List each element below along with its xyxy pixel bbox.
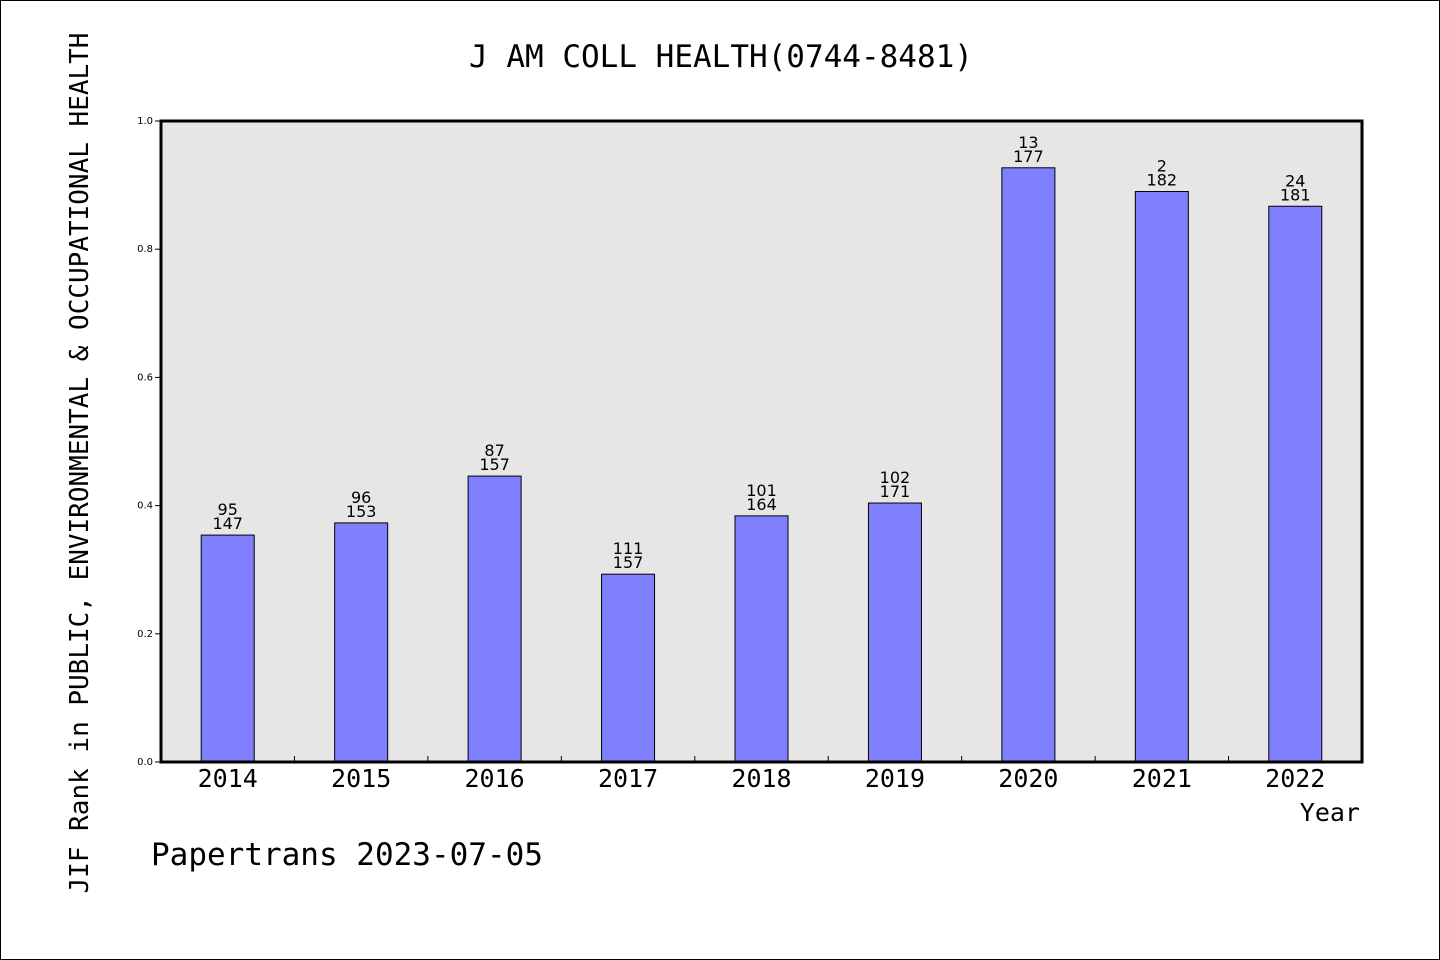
total-label: 181 xyxy=(1280,185,1311,204)
x-tick-label: 2022 xyxy=(1265,764,1325,793)
y-tick-label: 0.6 xyxy=(137,372,153,383)
bar-2016 xyxy=(467,475,522,763)
x-tick-label: 2015 xyxy=(331,764,391,793)
rank-label: 24 xyxy=(1285,171,1305,190)
rank-label: 101 xyxy=(746,481,777,500)
x-tick-label: 2019 xyxy=(865,764,925,793)
rank-label: 111 xyxy=(613,539,644,558)
x-tick-label: 2014 xyxy=(198,764,258,793)
total-label: 182 xyxy=(1147,171,1178,190)
total-label: 171 xyxy=(880,482,911,501)
y-tick-label: 0.4 xyxy=(137,501,153,512)
x-tick-label: 2016 xyxy=(465,764,525,793)
rank-label: 13 xyxy=(1018,133,1038,152)
bars-group xyxy=(200,167,1323,763)
y-axis-label: JIF Rank in PUBLIC, ENVIRONMENTAL & OCCU… xyxy=(65,33,95,894)
bar-2022 xyxy=(1268,205,1323,763)
bar-2021 xyxy=(1134,191,1189,763)
chart-title: J AM COLL HEALTH(0744-8481) xyxy=(469,39,973,75)
rank-label: 95 xyxy=(218,500,238,519)
footer-watermark: Papertrans 2023-07-05 xyxy=(151,837,543,873)
plot-frame xyxy=(159,119,1364,764)
y-tick-label: 0.0 xyxy=(137,757,153,768)
rank-label: 2 xyxy=(1157,157,1167,176)
bar-2019 xyxy=(867,502,922,763)
total-label: 153 xyxy=(346,502,377,521)
total-label: 157 xyxy=(613,553,644,572)
total-label: 147 xyxy=(212,514,243,533)
rank-label: 87 xyxy=(484,441,504,460)
x-tick-label: 2018 xyxy=(731,764,791,793)
x-tick-label: 2021 xyxy=(1132,764,1192,793)
bar-2014 xyxy=(200,534,255,763)
bar-2018 xyxy=(734,515,789,763)
rank-label: 102 xyxy=(880,468,911,487)
total-label: 164 xyxy=(746,495,777,514)
y-tick-label: 0.2 xyxy=(137,629,153,640)
total-label: 177 xyxy=(1013,147,1044,166)
bar-2020 xyxy=(1001,167,1056,763)
y-tick-label: 1.0 xyxy=(137,116,153,127)
y-tick-label: 0.8 xyxy=(137,244,153,255)
x-tick-label: 2017 xyxy=(598,764,658,793)
total-label: 157 xyxy=(479,455,510,474)
x-tick-label: 2020 xyxy=(998,764,1058,793)
x-axis-label: Year xyxy=(1300,798,1360,827)
bar-2015 xyxy=(334,522,389,763)
bar-2017 xyxy=(601,573,656,763)
rank-label: 96 xyxy=(351,488,371,507)
